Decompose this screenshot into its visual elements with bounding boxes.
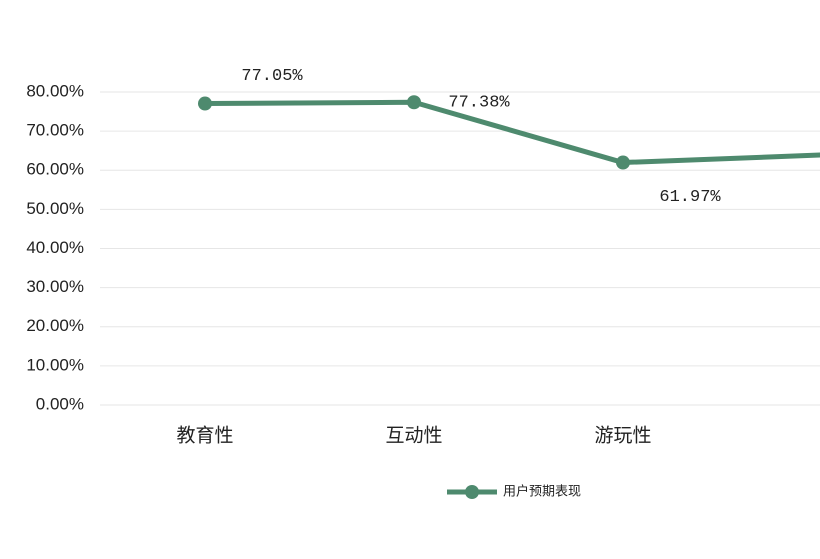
y-tick-label: 10.00% [26,355,84,374]
x-tick-label: 互动性 [385,425,442,447]
y-tick-label: 40.00% [26,238,84,257]
data-point [407,95,421,110]
data-point [616,155,630,170]
data-line [204,99,820,166]
y-tick-label: 70.00% [26,121,84,140]
data-label: 77.05% [241,67,303,86]
y-tick-label: 60.00% [26,160,84,179]
data-label: 61.97% [659,188,721,207]
data-label: 77.38% [448,94,510,113]
data-point [198,96,212,111]
legend-label: 用户预期表现 [503,484,581,500]
x-tick-label: 游玩性 [594,425,651,447]
y-tick-label: 30.00% [26,277,84,296]
y-tick-label: 20.00% [26,316,84,335]
y-tick-label: 80.00% [26,81,84,100]
y-tick-label: 0.00% [36,394,84,413]
legend-marker [465,485,479,499]
x-tick-label: 教育性 [176,425,233,447]
y-tick-label: 50.00% [26,199,84,218]
